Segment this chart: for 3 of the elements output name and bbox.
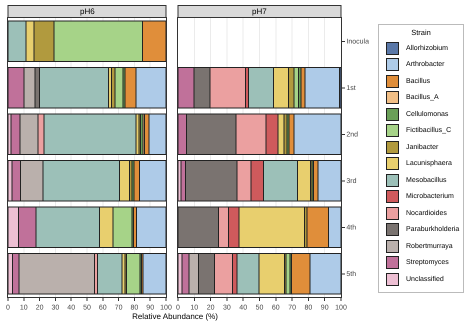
x-axis-title: Relative Abundance (%)	[131, 312, 219, 322]
chart-title: pH7	[252, 7, 268, 16]
chart-title: pH6	[80, 7, 96, 16]
